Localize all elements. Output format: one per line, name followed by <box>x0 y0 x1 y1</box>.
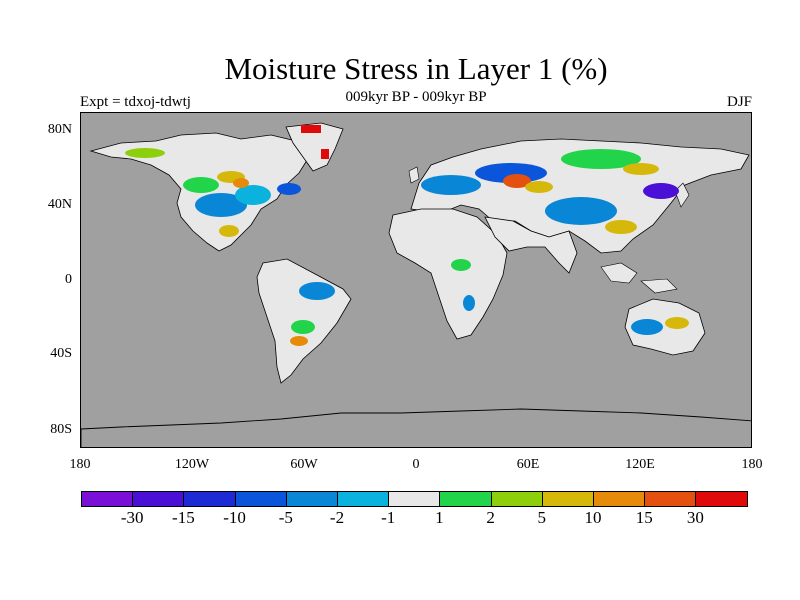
lat-label-40n: 40N <box>47 197 72 212</box>
patch-caspian-yellow <box>525 181 553 193</box>
patch-na-orange <box>233 178 249 188</box>
lat-label-80s: 80S <box>50 422 72 437</box>
patch-china-blue <box>545 197 617 225</box>
landmass-antarctica <box>81 408 751 447</box>
colorbar-label: 5 <box>537 508 547 527</box>
patch-australia-blue <box>631 319 663 335</box>
colorbar-swatch <box>389 492 441 506</box>
colorbar-label: 30 <box>686 508 704 527</box>
patch-na-cyan <box>235 185 271 205</box>
patch-china-yellow <box>605 220 637 234</box>
patch-caspian-orange <box>503 174 531 188</box>
lat-label-0: 0 <box>65 272 72 287</box>
patch-na-midwest-blue <box>277 183 301 195</box>
lat-label-40s: 40S <box>50 346 72 361</box>
colorbar <box>81 491 749 507</box>
world-map <box>81 113 751 447</box>
colorbar-label: 1 <box>435 508 444 527</box>
landmass-indonesia <box>600 262 678 294</box>
colorbar-swatch <box>337 492 390 506</box>
colorbar-swatch <box>593 492 646 506</box>
colorbar-swatch <box>696 492 748 506</box>
colorbar-label: 10 <box>584 508 602 527</box>
lon-label-180e: 180 <box>741 457 763 472</box>
colorbar-label: -1 <box>381 508 396 527</box>
patch-australia-yellow <box>665 317 689 329</box>
lon-label-120w: 120W <box>174 457 210 472</box>
lon-label-60e: 60E <box>516 457 540 472</box>
colorbar-label: -15 <box>172 508 195 527</box>
patch-siberia-yellow <box>623 163 659 175</box>
patch-siberia-green <box>561 149 641 169</box>
lon-label-180w: 180 <box>69 457 91 472</box>
lon-label-60w: 60W <box>290 457 318 472</box>
colorbar-swatch <box>286 492 338 506</box>
patch-mexico-yellow <box>219 225 239 237</box>
lat-label-80n: 80N <box>47 122 72 137</box>
patch-sa-green <box>291 320 315 334</box>
colorbar-label: -2 <box>329 508 345 527</box>
colorbar-label: 2 <box>486 508 495 527</box>
landmass-uk <box>408 166 420 184</box>
patch-greenland-red-2 <box>321 149 329 159</box>
patch-africa-blue <box>463 295 475 311</box>
patch-na-blue <box>195 193 247 217</box>
colorbar-label: -30 <box>120 508 144 527</box>
patch-europe-blue <box>421 175 481 195</box>
landmass-australia <box>624 298 706 356</box>
landmass-africa <box>388 208 508 340</box>
colorbar-swatch <box>82 492 134 506</box>
patch-sa-orange <box>290 336 308 346</box>
plot-subtitle: 009kyr BP - 009kyr BP <box>345 89 487 105</box>
colorbar-swatch <box>440 492 492 506</box>
landmass-japan <box>674 182 690 208</box>
patch-sa-blue <box>299 282 335 300</box>
map-panel <box>80 112 752 448</box>
season-label: DJF <box>726 94 752 110</box>
colorbar-swatch <box>491 492 543 506</box>
patch-na-north-green <box>125 148 165 158</box>
colorbar-swatch <box>542 492 594 506</box>
experiment-label: Expt = tdxoj-tdwtj <box>80 94 191 110</box>
colorbar-swatch <box>645 492 697 506</box>
lon-label-120e: 120E <box>625 457 655 472</box>
patch-africa-green <box>451 259 471 271</box>
colorbar-swatch <box>133 492 185 506</box>
plot-title: Moisture Stress in Layer 1 (%) <box>224 51 608 86</box>
colorbar-label: 15 <box>635 508 653 527</box>
colorbar-label: -10 <box>223 508 246 527</box>
anomaly-patches <box>125 125 689 346</box>
lon-label-0: 0 <box>412 457 420 472</box>
colorbar-swatch <box>235 492 287 506</box>
patch-greenland-red <box>301 125 321 133</box>
landmass-arabia-india <box>484 216 578 274</box>
colorbar-label: -5 <box>278 508 293 527</box>
colorbar-swatch <box>184 492 236 506</box>
patch-na-green <box>183 177 219 193</box>
patch-china-purple <box>643 183 679 199</box>
